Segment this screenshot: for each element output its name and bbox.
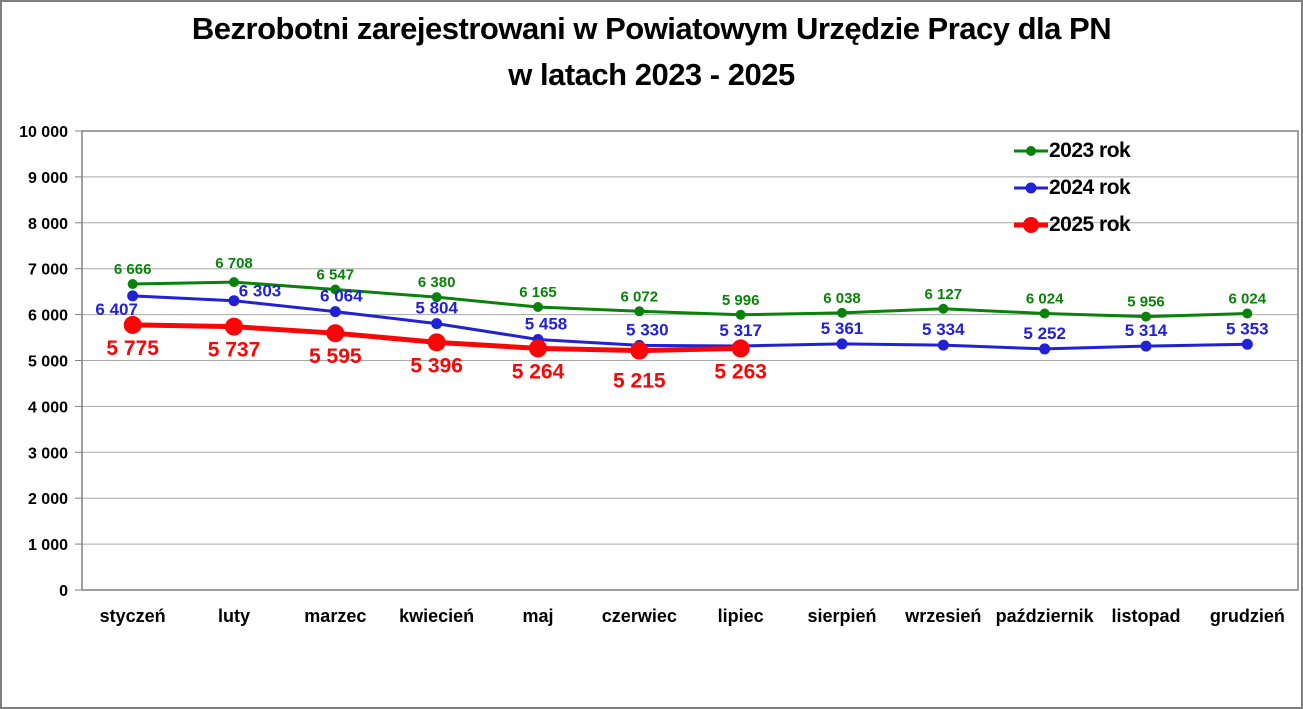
data-point — [330, 284, 341, 295]
x-tick-label: październik — [996, 606, 1095, 626]
x-tick-label: styczeń — [100, 606, 166, 626]
chart-title-line1: Bezrobotni zarejestrowani w Powiatowym U… — [191, 11, 1112, 46]
data-label: 6 708 — [215, 255, 253, 272]
data-label: 6 024 — [1026, 290, 1064, 307]
y-tick-label: 2 000 — [28, 491, 68, 508]
data-label: 5 353 — [1226, 319, 1269, 338]
data-point — [837, 307, 847, 318]
data-point — [938, 303, 949, 314]
data-point — [1241, 338, 1253, 350]
y-tick-label: 1 000 — [28, 537, 68, 554]
x-tick-label: marzec — [304, 606, 366, 626]
legend-label-2025: 2025 rok — [1049, 212, 1131, 236]
data-label: 6 407 — [95, 300, 138, 319]
data-label: 6 165 — [519, 284, 557, 301]
data-label: 5 334 — [922, 320, 965, 339]
data-point — [529, 339, 547, 358]
data-point — [731, 339, 750, 358]
plot-area-border — [81, 130, 1299, 591]
data-point — [836, 338, 848, 350]
legend-marker-2024-icon — [1014, 182, 1048, 193]
x-tick-label: maj — [522, 606, 553, 626]
data-label: 6 064 — [320, 287, 363, 306]
y-tick-label: 8 000 — [28, 216, 68, 233]
data-label: 5 458 — [525, 314, 568, 333]
data-point — [1140, 340, 1152, 352]
y-tick-label: 3 000 — [28, 445, 68, 462]
data-point — [431, 292, 442, 303]
data-label: 6 072 — [621, 288, 659, 305]
x-tick-label: listopad — [1111, 606, 1180, 626]
data-label: 5 252 — [1023, 324, 1066, 343]
legend-marker-2023-icon — [1014, 145, 1048, 156]
data-point — [634, 306, 645, 317]
data-label: 6 024 — [1229, 290, 1267, 307]
series-line-2023-rok — [131, 280, 1249, 319]
data-point — [1039, 343, 1051, 355]
x-tick-label: sierpień — [807, 606, 876, 626]
data-label: 6 380 — [418, 274, 456, 291]
data-label: 5 361 — [821, 319, 864, 338]
data-point — [329, 306, 341, 318]
data-point — [123, 315, 142, 334]
x-tick-label: czerwiec — [602, 606, 677, 626]
data-label: 5 215 — [613, 370, 666, 393]
data-point — [1242, 308, 1253, 319]
chart-title-line2: w latach 2023 - 2025 — [508, 57, 795, 92]
data-point — [427, 333, 446, 352]
x-tick-label: kwiecień — [399, 606, 474, 626]
data-label: 5 775 — [106, 337, 159, 360]
data-label: 5 264 — [512, 360, 565, 383]
legend-marker-2025-icon — [1014, 216, 1048, 233]
x-tick-label: lipiec — [718, 606, 764, 626]
data-label: 5 737 — [208, 339, 261, 362]
data-label: 5 317 — [719, 321, 762, 340]
data-label: 5 595 — [309, 345, 362, 368]
data-point — [228, 295, 240, 307]
data-label: 5 396 — [410, 354, 463, 377]
series-line-2024-rok — [131, 294, 1249, 351]
data-label: 6 666 — [114, 261, 152, 278]
y-tick-label: 10 000 — [19, 124, 68, 141]
legend: 2023 rok 2024 rok 2025 rok — [1014, 132, 1131, 243]
data-point — [937, 339, 949, 351]
data-point — [431, 318, 443, 330]
data-point — [326, 324, 345, 343]
data-point — [127, 290, 139, 302]
data-label: 5 263 — [714, 360, 767, 383]
data-label: 6 038 — [823, 290, 861, 307]
data-label: 6 547 — [317, 266, 355, 283]
x-tick-label: grudzień — [1210, 606, 1285, 626]
data-point — [225, 317, 243, 336]
x-tick-label: wrzesień — [904, 606, 981, 626]
legend-item-2025: 2025 rok — [1014, 206, 1131, 243]
y-tick-label: 0 — [59, 583, 68, 600]
data-point — [735, 309, 746, 320]
data-label: 6 127 — [925, 286, 963, 303]
data-point — [229, 277, 239, 288]
data-label: 5 804 — [415, 299, 458, 318]
data-point — [127, 279, 138, 290]
data-label: 5 330 — [626, 320, 669, 339]
data-label: 6 303 — [239, 282, 282, 301]
legend-label-2024: 2024 rok — [1049, 175, 1131, 199]
y-tick-label: 7 000 — [28, 262, 68, 279]
y-tick-label: 5 000 — [28, 354, 68, 371]
data-point — [1141, 311, 1151, 322]
y-tick-label: 9 000 — [28, 170, 68, 187]
data-point — [533, 302, 543, 313]
y-tick-label: 6 000 — [28, 308, 68, 325]
data-point — [1039, 308, 1050, 319]
legend-item-2023: 2023 rok — [1014, 132, 1131, 169]
data-label: 5 314 — [1125, 321, 1168, 340]
data-point — [630, 341, 649, 360]
data-label: 5 956 — [1127, 294, 1165, 311]
y-tick-label: 4 000 — [28, 399, 68, 416]
data-label: 5 996 — [722, 292, 760, 309]
chart-title: Bezrobotni zarejestrowani w Powiatowym U… — [0, 6, 1303, 98]
x-tick-label: luty — [218, 606, 250, 626]
legend-item-2024: 2024 rok — [1014, 169, 1131, 206]
legend-label-2023: 2023 rok — [1049, 138, 1131, 162]
